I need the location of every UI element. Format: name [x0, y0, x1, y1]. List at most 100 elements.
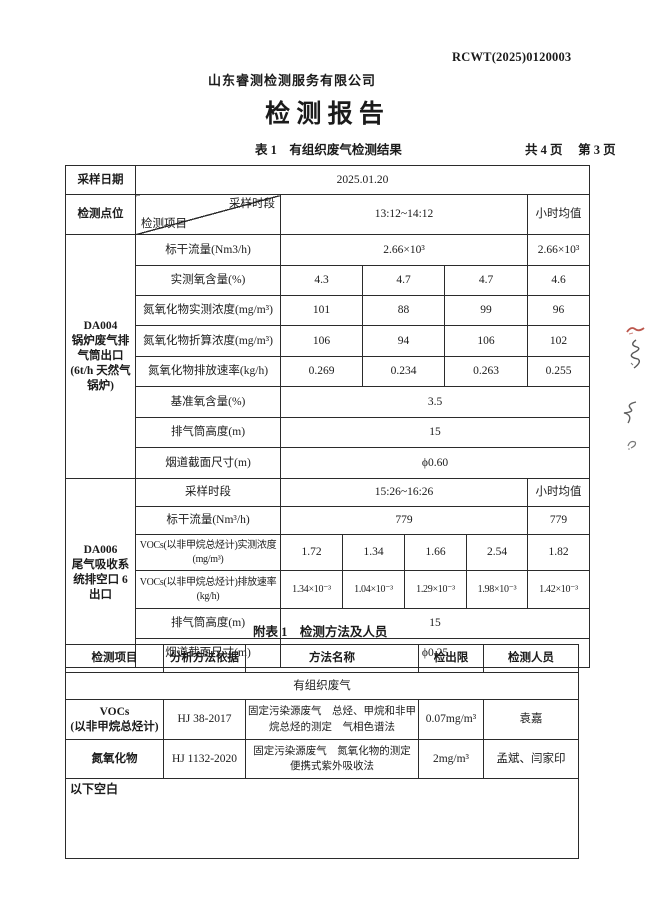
- diag-top-right: 采样时段: [229, 198, 275, 210]
- table-row: 氮氧化物排放速率(kg/h) 0.269 0.234 0.263 0.255: [66, 356, 591, 387]
- s2-vocsr-hourly: 1.42×10⁻³: [527, 570, 590, 609]
- vocs-method: 固定污染源废气 总烃、甲烷和非甲 烷总烃的测定 气相色谱法: [245, 699, 419, 740]
- table-row: VOCs(以非甲烷总烃计)排放速率 (kg/h) 1.34×10⁻³ 1.04×…: [66, 570, 590, 609]
- page-title: 检 测 报 告: [265, 101, 384, 128]
- red-ink-mark: [626, 327, 645, 335]
- vocs-limit: 0.07mg/m³: [418, 699, 484, 740]
- s1-duct-label: 烟道截面尺寸(m): [135, 447, 281, 479]
- s1-baseo2-label: 基准氧含量(%): [135, 386, 281, 418]
- table-row: 检测点位 采样时段 检测项目 13:12~14:12 小时均值: [65, 194, 591, 235]
- company-name: 山东睿测检测服务有限公司: [207, 73, 376, 88]
- s2-vocsc-v2: 1.34: [342, 534, 405, 571]
- methods-table: 检测项目 分析方法依据 方法名称 检出限 检测人员 有组织废气 VOCs (以非…: [65, 644, 579, 859]
- s2-flow-value: 779: [280, 506, 528, 535]
- s2-flow-label: 标干流量(Nm³/h): [135, 506, 281, 535]
- s1-noxr-v3: 0.263: [444, 356, 528, 387]
- table-row: DA006 尾气吸收系 统排空口 6 出口 采样时段 15:26~16:26 小…: [65, 478, 590, 668]
- s1-period: 13:12~14:12: [280, 194, 528, 235]
- hdr-item: 检测项目: [65, 644, 164, 673]
- s1-noxc-v3: 106: [444, 325, 528, 357]
- s2-vocsr-v1: 1.34×10⁻³: [280, 570, 343, 609]
- s1-o2-label: 实测氧含量(%): [135, 265, 281, 296]
- ink-dot-mark: [627, 440, 637, 450]
- hdr-method: 方法名称: [245, 644, 419, 673]
- s2-point-name: DA006 尾气吸收系 统排空口 6 出口: [65, 478, 136, 668]
- s2-vocsr-v3: 1.29×10⁻³: [404, 570, 467, 609]
- s1-hourly-header: 小时均值: [526, 194, 591, 235]
- s1-noxc-v1: 106: [280, 325, 363, 357]
- hdr-basis: 分析方法依据: [163, 644, 246, 673]
- s1-o2-v3: 4.7: [444, 265, 528, 296]
- s1-flow-label: 标干流量(Nm3/h): [135, 234, 281, 266]
- s1-noxm-v3: 99: [444, 295, 528, 326]
- pagination: 共 4 页 第 3 页: [525, 143, 616, 157]
- table-row: 氮氧化物实测浓度(mg/m³) 101 88 99 96: [66, 295, 591, 326]
- table-row: 基准氧含量(%) 3.5: [66, 386, 591, 418]
- s1-noxm-v1: 101: [280, 295, 363, 326]
- s1-duct-value: ϕ0.60: [279, 447, 591, 479]
- blank-below-note: 以下空白: [65, 778, 579, 859]
- table-section1: 采样日期 2025.01.20 检测点位 采样时段 检测项目 13:12~14:…: [65, 165, 591, 479]
- s1-o2-v1: 4.3: [280, 265, 363, 296]
- ink-scribble-mark: [630, 339, 641, 369]
- s1-noxr-label: 氮氧化物排放速率(kg/h): [135, 356, 281, 387]
- table-row: VOCs(以非甲烷总烃计)实测浓度 (mg/m³) 1.72 1.34 1.66…: [66, 534, 590, 571]
- s2-height-label: 排气筒高度(m): [135, 608, 281, 639]
- table-row: 烟道截面尺寸(m) ϕ0.60: [66, 447, 591, 479]
- nox-person: 孟斌、闫家印: [483, 739, 579, 779]
- table-row: 氮氧化物 HJ 1132-2020 固定污染源废气 氮氧化物的测定 便携式紫外吸…: [65, 739, 579, 779]
- diag-bottom-left: 检测项目: [141, 218, 187, 231]
- table-row: VOCs (以非甲烷总烃计) HJ 38-2017 固定污染源废气 总烃、甲烷和…: [65, 699, 579, 740]
- table-row: 实测氧含量(%) 4.3 4.7 4.7 4.6: [66, 265, 591, 296]
- table-row: 排气筒高度(m) 15: [66, 417, 591, 448]
- s2-vocsr-label: VOCs(以非甲烷总烃计)排放速率 (kg/h): [135, 570, 281, 609]
- group-header: 有组织废气: [65, 672, 579, 700]
- s2-vocsr-v4: 1.98×10⁻³: [466, 570, 528, 609]
- s2-flow-hourly: 779: [527, 506, 590, 535]
- table-row: DA004 锅炉废气排 气筒出口 (6t/h 天然气 锅炉) 标干流量(Nm3/…: [65, 234, 591, 479]
- sample-date-label: 采样日期: [65, 165, 136, 195]
- main-table-wrap: 采样日期 2025.01.20 检测点位 采样时段 检测项目 13:12~14:…: [65, 165, 591, 668]
- s1-noxm-hourly: 96: [526, 295, 591, 326]
- vocs-person: 袁嘉: [483, 699, 579, 740]
- s1-noxr-hourly: 0.255: [526, 356, 591, 387]
- vocs-item: VOCs (以非甲烷总烃计): [65, 699, 164, 740]
- s2-vocsr-v2: 1.04×10⁻³: [342, 570, 405, 609]
- s1-flow-hourly: 2.66×10³: [526, 234, 591, 266]
- s1-o2-hourly: 4.6: [526, 265, 591, 296]
- sample-date-value: 2025.01.20: [134, 165, 591, 195]
- point-label: 检测点位: [65, 194, 136, 235]
- report-number: RCWT(2025)0120003: [452, 50, 572, 64]
- s2-period-label: 采样时段: [135, 478, 281, 507]
- s1-baseo2-value: 3.5: [279, 386, 591, 418]
- s2-vocsc-v4: 2.54: [466, 534, 528, 571]
- s1-noxc-v2: 94: [362, 325, 445, 357]
- table-row: 氮氧化物折算浓度(mg/m³) 106 94 106 102: [66, 325, 591, 357]
- s1-flow-value: 2.66×10³: [280, 234, 528, 266]
- s1-height-label: 排气筒高度(m): [135, 417, 281, 448]
- table-row: 检测项目 分析方法依据 方法名称 检出限 检测人员: [65, 644, 579, 673]
- s1-height-value: 15: [279, 417, 591, 448]
- nox-method: 固定污染源废气 氮氧化物的测定 便携式紫外吸收法: [245, 739, 419, 779]
- s1-noxm-v2: 88: [362, 295, 445, 326]
- nox-item: 氮氧化物: [65, 739, 164, 779]
- s2-vocsc-v3: 1.66: [404, 534, 467, 571]
- table2-caption: 附表 1 检测方法及人员: [253, 625, 388, 639]
- s1-point-name: DA004 锅炉废气排 气筒出口 (6t/h 天然气 锅炉): [65, 234, 136, 479]
- table1-caption: 表 1 有组织废气检测结果: [255, 143, 402, 157]
- diagonal-header-cell: 采样时段 检测项目: [135, 194, 281, 235]
- s1-noxc-label: 氮氧化物折算浓度(mg/m³): [135, 325, 281, 357]
- s1-noxr-v2: 0.234: [362, 356, 445, 387]
- s2-vocsc-hourly: 1.82: [527, 534, 590, 571]
- s2-period: 15:26~16:26: [280, 478, 528, 507]
- table-row: 排气筒高度(m) 15: [66, 608, 590, 639]
- hdr-person: 检测人员: [483, 644, 579, 673]
- s1-noxr-v1: 0.269: [280, 356, 363, 387]
- s1-noxc-hourly: 102: [526, 325, 591, 357]
- ink-scribble-mark-2: [623, 401, 637, 424]
- vocs-basis: HJ 38-2017: [163, 699, 246, 740]
- s2-hourly-header: 小时均值: [527, 478, 590, 507]
- s2-height-value: 15: [280, 608, 590, 639]
- table-row: 采样日期 2025.01.20: [65, 165, 591, 195]
